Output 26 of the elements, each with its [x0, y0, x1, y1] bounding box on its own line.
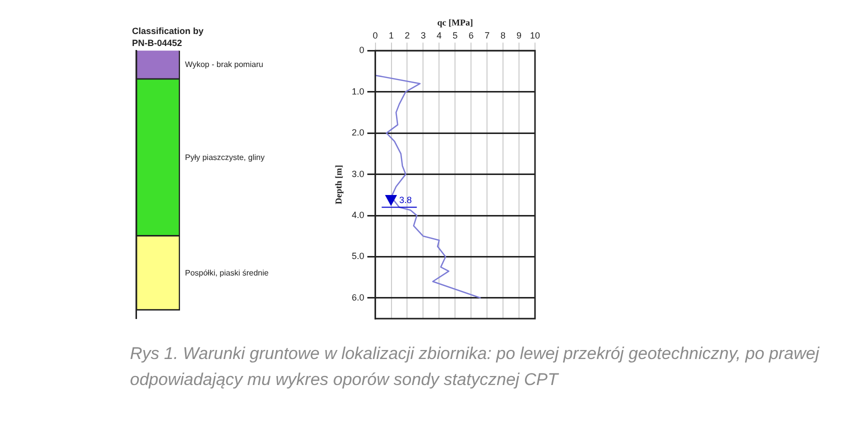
y-tick-label: 3.0 — [352, 168, 364, 179]
x-tick-label: 6 — [468, 30, 474, 41]
x-tick-label: 8 — [500, 30, 506, 41]
y-axis-title: Depth [m] — [334, 164, 344, 204]
x-tick-label: 4 — [436, 30, 442, 41]
series-label: Pyły piaszczyste, gliny — [185, 153, 265, 162]
y-tick-label: 1.0 — [352, 86, 364, 96]
x-tick-label: 0 — [372, 30, 378, 41]
y-tick-label: 6.0 — [352, 292, 364, 302]
ref-line-label: 3.8 — [399, 194, 412, 205]
y-tick-label: 4.0 — [352, 210, 364, 220]
x-axis-title: qc [MPa] — [437, 18, 474, 28]
x-tick-label: 9 — [516, 30, 522, 41]
x-tick-label: 2 — [404, 30, 410, 41]
series-label: Wykop - brak pomiaru — [185, 60, 264, 70]
y-tick-label: 5.0 — [352, 251, 364, 262]
y-tick-label: 0 — [359, 45, 364, 56]
chart-title: Classification by PN-B-04452 — [132, 26, 204, 48]
series-label: Pospółki, piaski średnie — [185, 268, 270, 278]
x-tick-label: 3 — [420, 30, 426, 41]
x-tick-label: 10 — [530, 30, 540, 41]
y-tick-label: 2.0 — [352, 128, 364, 138]
text: Rys 1. Warunki gruntowe w lokalizacji zbiornika: po lewej przekrój geotechniczny, po prawej odpowiadający mu wykres oporów sondy statycznej CPT — [130, 343, 820, 391]
x-tick-label: 5 — [452, 30, 458, 41]
x-tick-label: 1 — [388, 30, 394, 41]
x-tick-label: 7 — [484, 30, 490, 41]
